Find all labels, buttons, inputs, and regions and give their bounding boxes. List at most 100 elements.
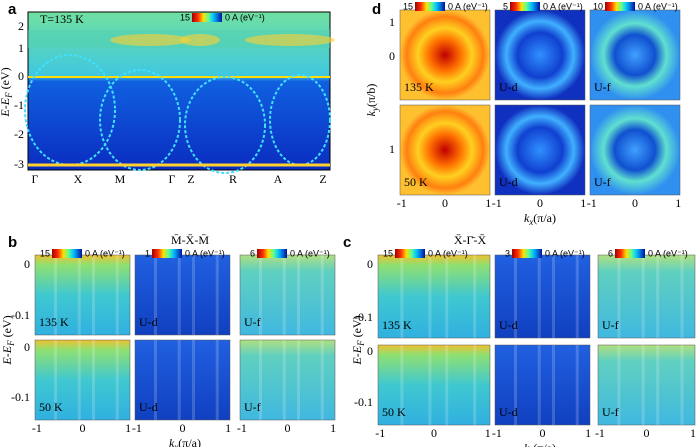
dispersion	[473, 255, 477, 338]
y-tick-label: -0.1	[11, 390, 30, 404]
x-tick-label: A	[274, 172, 283, 186]
y-tick-label: 1	[18, 41, 24, 55]
x-axis-label-sub: x	[173, 442, 178, 447]
x-axis-label-part: (π/a)	[533, 211, 556, 225]
x-tick-label: -1	[397, 196, 407, 210]
dispersion	[177, 255, 181, 335]
colorbar	[510, 2, 540, 11]
x-tick-label: -1	[587, 196, 597, 210]
colorbar-min: 0 A (eV⁻¹)	[648, 248, 688, 258]
colorbar-max: 15	[403, 1, 413, 11]
x-tick-label: 1	[675, 196, 681, 210]
dispersion	[297, 255, 300, 335]
dispersion	[192, 255, 195, 335]
row-label: 135 K	[39, 315, 69, 329]
dispersion	[514, 255, 517, 338]
x-tick-label: -1	[32, 421, 42, 435]
y-axis-label-sub: F	[4, 92, 14, 99]
x-tick-label: Γ	[169, 172, 176, 186]
row-label: 50 K	[404, 175, 428, 189]
x-tick-label: 0	[431, 426, 437, 440]
heatmap	[239, 339, 336, 421]
colorbar-min: 0 A (eV⁻¹)	[543, 1, 583, 11]
y-axis-label-part: E-E	[0, 345, 14, 365]
colorbar-min: 0 A (eV⁻¹)	[545, 248, 585, 258]
dispersion	[575, 255, 579, 338]
colorbar-max: 1	[145, 248, 150, 258]
panel-label: a	[8, 1, 17, 18]
panel-title: X̄-Γ̄-X̄	[454, 233, 487, 247]
heatmap	[399, 9, 491, 101]
colorbar	[415, 2, 445, 11]
row-label: 135 K	[382, 318, 412, 332]
heatmap	[597, 254, 696, 339]
dispersion	[177, 340, 181, 420]
heatmap	[377, 344, 491, 426]
y-tick-label: 0	[367, 257, 373, 271]
colorbar-max: 5	[503, 1, 508, 11]
x-tick-label: 0	[537, 196, 543, 210]
row-label: U-f	[594, 175, 611, 189]
dispersion	[259, 340, 262, 420]
x-tick-label: 0	[180, 421, 186, 435]
row-label: U-f	[602, 405, 619, 419]
x-tick-label: 1	[585, 426, 591, 440]
colorbar-max: 15	[383, 248, 393, 258]
colorbar-max: 6	[608, 248, 613, 258]
dispersion	[154, 340, 157, 420]
row-label: U-d	[139, 315, 158, 329]
colorbar-max: 6	[250, 248, 255, 258]
band-curve	[99, 69, 181, 171]
x-axis-label-part: k	[524, 211, 530, 225]
dispersion	[320, 255, 324, 335]
dispersion	[428, 345, 432, 425]
panel-label: b	[8, 234, 17, 251]
row-label: 50 K	[39, 400, 63, 414]
dispersion	[473, 345, 477, 425]
row-label: U-d	[499, 175, 518, 189]
row-label: U-f	[244, 400, 261, 414]
colorbar-max: 3	[505, 248, 510, 258]
x-tick-label: -1	[595, 426, 605, 440]
colorbar	[512, 249, 542, 258]
y-axis-label-sub: F	[356, 340, 366, 347]
heatmap	[494, 9, 586, 101]
x-tick-label: M	[115, 172, 126, 186]
dispersion	[514, 345, 517, 425]
x-axis-label-sub: x	[528, 217, 533, 227]
row-label: U-f	[602, 318, 619, 332]
colorbar	[605, 2, 635, 11]
colorbar-max: 15	[40, 248, 50, 258]
x-tick-label: 1	[690, 426, 696, 440]
dispersion	[537, 255, 541, 338]
dispersion	[428, 255, 432, 338]
dispersion	[115, 255, 119, 335]
dispersion	[445, 255, 449, 338]
dispersion	[400, 255, 404, 338]
x-axis-label-part: k	[524, 441, 530, 447]
y-axis-label-sub: F	[6, 340, 16, 347]
dispersion	[552, 345, 555, 425]
band-curve	[184, 76, 266, 174]
x-tick-label: 1	[225, 421, 231, 435]
x-tick-label: 0	[644, 426, 650, 440]
dispersion	[54, 340, 57, 420]
x-tick-label: R	[229, 172, 237, 186]
y-axis-label-part: (eV)	[0, 315, 14, 340]
y-tick-label: 0	[24, 340, 30, 354]
colorbar	[257, 249, 287, 258]
colorbar-min: 0 A (eV⁻¹)	[638, 1, 678, 11]
y-tick-label: -2	[14, 127, 24, 141]
x-axis-label-part: (π/a)	[178, 436, 201, 447]
dispersion	[282, 255, 286, 335]
y-tick-label: 2	[18, 19, 24, 33]
y-axis-label-sub: y	[370, 107, 380, 112]
y-tick-label: -3	[14, 157, 24, 171]
dispersion	[215, 340, 219, 420]
y-tick-label: 0	[24, 257, 30, 271]
heatmap	[399, 104, 491, 196]
dispersion	[680, 345, 684, 425]
dispersion	[656, 345, 660, 425]
x-tick-label: Γ	[32, 172, 39, 186]
x-axis-label: kx(π/a)	[524, 441, 556, 447]
